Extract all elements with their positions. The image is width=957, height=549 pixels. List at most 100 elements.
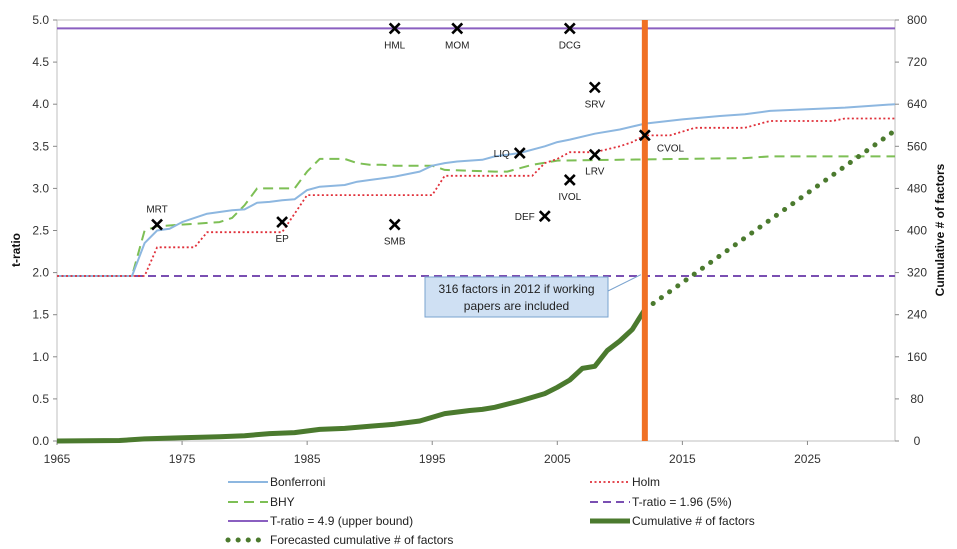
factor-cross	[276, 216, 289, 228]
factor-cross	[388, 22, 401, 35]
factor-label: LIQ	[494, 149, 510, 160]
right-tick-label: 0	[914, 434, 921, 448]
factor-marker-mrt: MRT	[146, 205, 168, 231]
factor-cross	[638, 129, 651, 142]
factor-cross	[513, 147, 526, 159]
x-tick-label: 2015	[669, 452, 696, 466]
callout-pointer	[607, 274, 642, 292]
factor-label: HML	[384, 40, 406, 51]
factor-label: IVOL	[558, 192, 581, 203]
right-tick-label: 720	[907, 55, 927, 69]
factor-label: MOM	[445, 40, 469, 51]
factor-label: EP	[275, 234, 289, 245]
series-forecast	[642, 128, 898, 312]
factor-cross	[563, 22, 576, 35]
factor-marker-ep: EP	[275, 216, 289, 245]
factor-marker-smb: SMB	[384, 218, 406, 248]
legend-label: Cumulative # of factors	[632, 514, 755, 528]
factor-label: CVOL	[657, 143, 685, 154]
legend-label: T-ratio = 1.96 (5%)	[632, 495, 732, 509]
left-tick-label: 1.5	[32, 308, 49, 322]
legend-label: Holm	[632, 475, 660, 489]
left-tick-label: 2.5	[32, 224, 49, 238]
left-axis-ticks: 0.0 0.5 1.0 1.5 2.0 2.5 3.0 3.5 4.0 4.5 5.0	[32, 13, 57, 448]
legend-item-bonferroni: Bonferroni	[228, 475, 325, 489]
legend-item-bhy: BHY	[228, 495, 295, 509]
left-tick-label: 2.0	[32, 266, 49, 280]
x-tick-label: 1995	[419, 452, 446, 466]
legend-item-holm: Holm	[590, 475, 660, 489]
factor-cross	[538, 210, 551, 223]
left-tick-label: 0.0	[32, 434, 49, 448]
left-tick-label: 4.5	[32, 55, 49, 69]
right-tick-label: 480	[907, 181, 927, 195]
left-axis-title: t-ratio	[9, 233, 23, 267]
series-bhy	[57, 155, 895, 277]
callout-box	[424, 276, 609, 318]
factor-label: DCG	[559, 40, 581, 51]
x-tick-label: 1965	[44, 452, 71, 466]
factor-label: LRV	[585, 167, 605, 178]
series-layer	[56, 27, 898, 444]
right-axis-title: Cumulative # of factors	[933, 163, 947, 296]
legend-label: T-ratio = 4.9 (upper bound)	[270, 514, 413, 528]
series-bonferroni	[57, 103, 896, 277]
right-tick-label: 240	[907, 308, 927, 322]
series-cumulative	[56, 308, 648, 444]
legend-item-t49: T-ratio = 4.9 (upper bound)	[228, 514, 413, 528]
factor-label: SRV	[585, 99, 606, 110]
legend-label: Forecasted cumulative # of factors	[270, 533, 453, 547]
right-tick-label: 560	[907, 139, 927, 153]
left-tick-label: 4.0	[32, 97, 49, 111]
right-axis-ticks: 0 80 160 240 320 400 480 560 640 720 800	[895, 13, 927, 448]
factor-label: DEF	[515, 212, 535, 223]
plot-area	[56, 19, 896, 442]
legend-item-cumulative: Cumulative # of factors	[590, 514, 755, 528]
factor-cross	[451, 22, 464, 35]
factor-label: MRT	[146, 205, 167, 216]
x-tick-label: 2005	[544, 452, 571, 466]
left-tick-label: 0.5	[32, 392, 49, 406]
x-tick-label: 1985	[294, 452, 321, 466]
left-tick-label: 3.0	[32, 181, 49, 195]
x-axis-ticks: 1965 1975 1985 1995 2005 2015 2025	[44, 441, 821, 466]
callout: 316 factors in 2012 if working papers ar…	[424, 274, 642, 318]
right-tick-label: 320	[907, 266, 927, 280]
left-tick-label: 5.0	[32, 13, 49, 27]
factor-marker-hml: HML	[384, 22, 406, 51]
factor-marker-mom: MOM	[445, 22, 469, 51]
factor-marker-srv: SRV	[585, 81, 606, 110]
series-holm	[57, 117, 895, 277]
right-tick-label: 640	[907, 97, 927, 111]
left-tick-label: 1.0	[32, 350, 49, 364]
factor-marker-liq: LIQ	[494, 147, 526, 160]
right-tick-label: 800	[907, 13, 927, 27]
plot-frame	[56, 19, 896, 442]
legend-item-forecast: Forecasted cumulative # of factors	[225, 533, 453, 547]
factor-marker-dcg: DCG	[559, 22, 581, 51]
factor-cross	[588, 148, 601, 161]
right-tick-label: 400	[907, 224, 927, 238]
legend-label: BHY	[270, 495, 295, 509]
right-tick-label: 80	[910, 392, 924, 406]
factor-marker-cvol: CVOL	[638, 129, 685, 154]
left-tick-label: 3.5	[32, 139, 49, 153]
factor-marker-lrv: LRV	[585, 148, 605, 178]
factor-marker-def: DEF	[515, 210, 551, 223]
factor-markers: MRT EP SMB HML MOM DCG SRV LIQ CVOL LRV IVOL DEF	[146, 22, 685, 248]
legend: Bonferroni Holm BHY T-ratio = 1.96 (5%) T-ra…	[225, 475, 755, 547]
callout-text-line-2: papers are included	[464, 299, 569, 313]
factor-marker-ivol: IVOL	[558, 174, 582, 203]
x-tick-label: 1975	[169, 452, 196, 466]
legend-label: Bonferroni	[270, 475, 325, 489]
legend-item-t196: T-ratio = 1.96 (5%)	[590, 495, 732, 509]
factor-cross	[388, 218, 401, 231]
x-tick-label: 2025	[794, 452, 821, 466]
factor-cross	[563, 174, 576, 186]
factor-cross	[151, 218, 163, 231]
factor-label: SMB	[384, 237, 406, 248]
factor-cross	[588, 81, 601, 94]
callout-text-line-1: 316 factors in 2012 if working	[438, 282, 594, 296]
right-tick-label: 160	[907, 350, 927, 364]
